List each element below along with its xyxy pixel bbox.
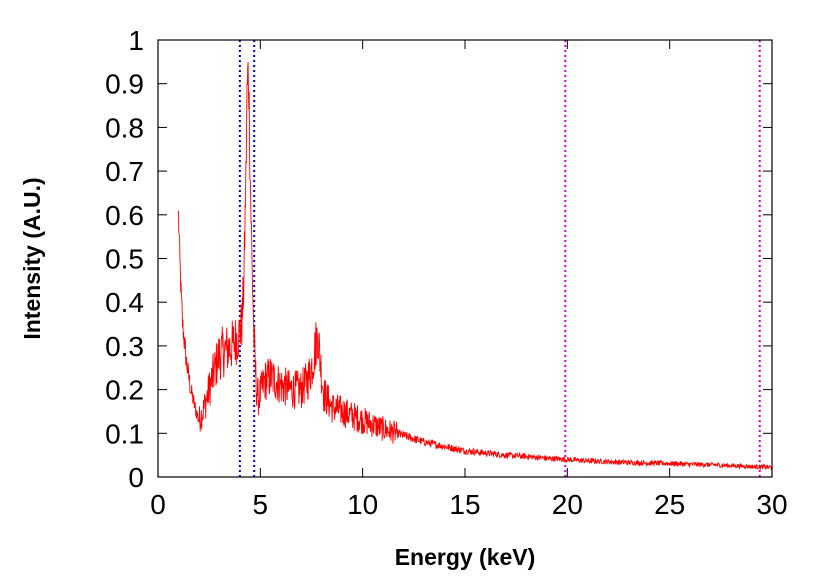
x-axis-title: Energy (keV) [395,544,536,570]
x-tick-label: 30 [756,489,787,520]
x-tick-label: 20 [552,489,583,520]
y-tick-label: 0 [128,462,144,493]
y-tick-label: 0.1 [105,418,144,449]
x-tick-label: 5 [253,489,269,520]
reference-lines [238,40,761,477]
y-tick-label: 0.8 [105,112,144,143]
y-tick-label: 0.5 [105,244,144,275]
y-tick-label: 0.9 [105,69,144,100]
y-tick-label: 0.4 [105,287,144,318]
y-tick-label: 0.7 [105,156,144,187]
y-tick-labels: 0 0.1 0.2 0.3 0.4 0.5 0.6 0.7 0.8 0.9 1 [105,25,144,493]
x-tick-label: 15 [449,489,480,520]
plot-frame [157,39,773,478]
spectrum-line [178,61,773,471]
y-axis-title: Intensity (A.U.) [19,177,45,339]
x-tick-labels: 0 5 10 15 20 25 30 [150,489,787,520]
x-tick-label: 0 [150,489,166,520]
y-tick-label: 0.6 [105,200,144,231]
y-tick-label: 1 [128,25,144,56]
x-tick-label: 25 [654,489,685,520]
tick-marks [157,39,773,478]
y-tick-label: 0.3 [105,331,144,362]
x-tick-label: 10 [347,489,378,520]
y-tick-label: 0.2 [105,375,144,406]
series-layer [178,61,773,471]
